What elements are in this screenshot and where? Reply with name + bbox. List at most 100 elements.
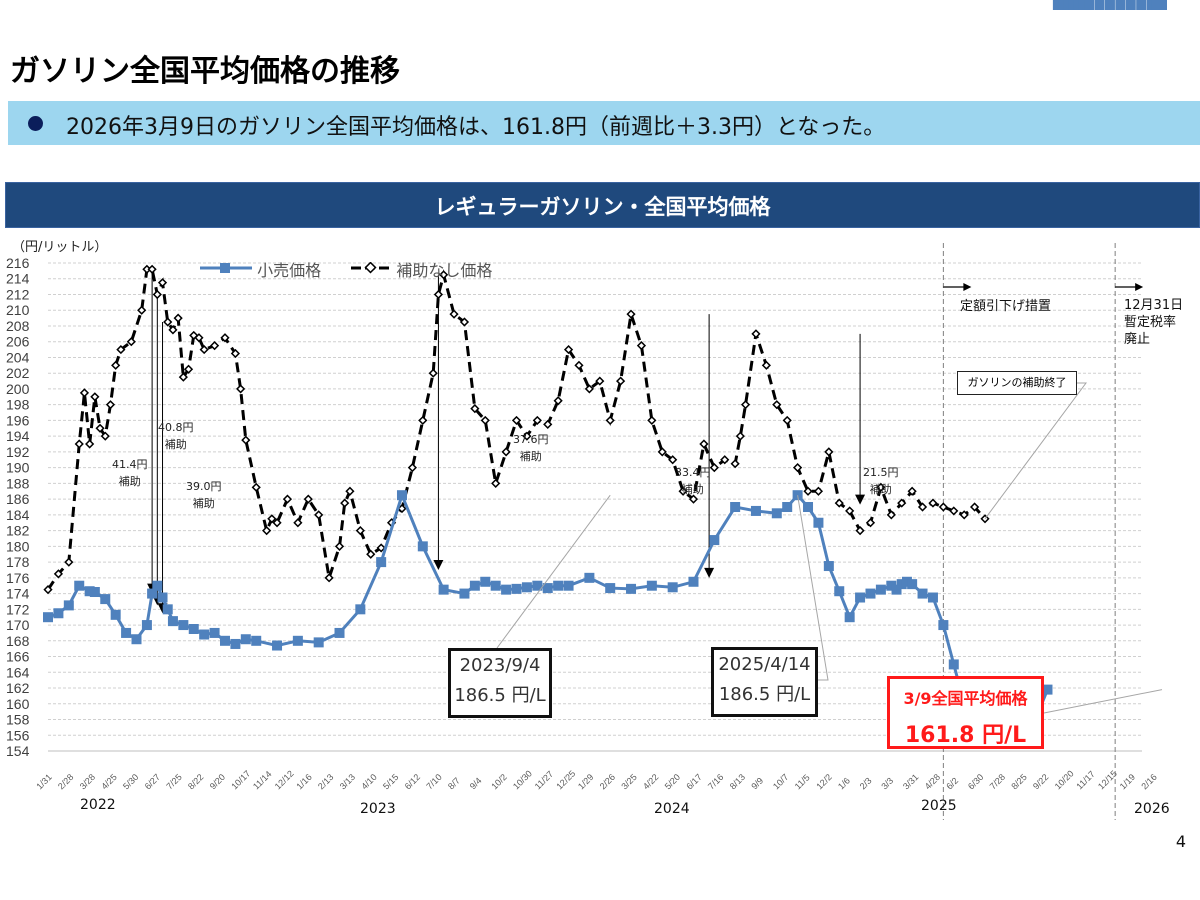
y-tick-label: 172 <box>6 601 30 617</box>
no-subsidy-point <box>865 518 876 528</box>
no-subsidy-point <box>314 510 324 520</box>
retail-point <box>667 582 678 593</box>
retail-point <box>886 580 897 591</box>
x-tick-label: 6/27 <box>143 772 162 791</box>
retail-point <box>230 638 241 649</box>
retail-point <box>334 627 345 638</box>
x-axis-ticks: 1/31 2/28 3/28 4/25 5/30 6/27 7/25 8/22 9/20 10/1… <box>34 768 1158 791</box>
x-tick-label: 2/3 <box>858 775 874 791</box>
no-subsidy-point <box>782 415 792 426</box>
x-tick-label: 1/6 <box>836 775 852 791</box>
no-subsidy-point <box>678 486 688 496</box>
chart-header: レギュラーガソリン・全国平均価格 <box>5 182 1200 228</box>
no-subsidy-point <box>178 372 188 382</box>
latest-price-value: 161.8 円/L <box>904 723 1027 748</box>
y-tick-label: 162 <box>6 680 30 696</box>
x-tick-label: 10/30 <box>511 768 534 791</box>
no-subsidy-point <box>152 289 162 300</box>
no-subsidy-point <box>433 289 444 300</box>
retail-point <box>1073 0 1084 10</box>
y-tick-label: 186 <box>6 491 30 507</box>
retail-point <box>891 584 902 595</box>
retail-point <box>865 588 876 599</box>
no-subsidy-point <box>735 431 745 441</box>
no-subsidy-point <box>876 482 886 492</box>
no-subsidy-point <box>53 569 64 579</box>
year-label-2025: 2025 <box>921 798 957 814</box>
x-tick-label: 5/30 <box>121 772 140 791</box>
y-tick-label: 202 <box>6 365 30 381</box>
no-subsidy-point <box>43 585 53 595</box>
y-tick-label: 176 <box>6 570 30 586</box>
retail-point <box>240 634 251 645</box>
retail-point <box>438 584 449 595</box>
x-tick-label: 4/10 <box>359 772 378 791</box>
retail-point <box>688 576 699 587</box>
retail-point <box>1146 0 1157 10</box>
no-subsidy-point <box>522 431 532 441</box>
summary-text: 2026年3月9日のガソリン全国平均価格は、161.8円（前週比＋3.3円）とな… <box>66 115 886 140</box>
x-tick-label: 8/25 <box>1009 772 1028 791</box>
y-tick-label: 174 <box>6 586 30 602</box>
callout-peak-2023: 2023/9/4 186.5 円/L <box>448 648 552 718</box>
no-subsidy-point <box>230 348 240 359</box>
y-tick-label: 208 <box>6 318 30 334</box>
x-tick-label: 12/2 <box>814 772 833 791</box>
retail-point <box>162 604 173 615</box>
callout-peak-2025-date: 2025/4/14 <box>718 654 811 675</box>
no-subsidy-point <box>251 482 261 492</box>
subsidy-label-5: 33.4円 補助 <box>675 466 711 496</box>
y-tick-label: 206 <box>6 334 30 350</box>
summary-banner: 2026年3月9日のガソリン全国平均価格は、161.8円（前週比＋3.3円）とな… <box>8 101 1200 145</box>
subsidy-label-1: 41.4円 補助 <box>112 458 148 488</box>
marker-arrowhead-icon <box>1135 283 1144 291</box>
y-tick-label: 164 <box>6 664 30 680</box>
no-subsidy-point <box>470 404 480 414</box>
x-tick-label: 5/20 <box>663 772 682 791</box>
no-subsidy-point <box>813 486 824 496</box>
y-tick-label: 196 <box>6 412 30 428</box>
retail-point <box>89 587 100 598</box>
no-subsidy-point <box>111 360 121 370</box>
retail-point <box>730 502 741 512</box>
no-subsidy-point <box>293 518 303 528</box>
no-subsidy-point <box>595 376 605 386</box>
retail-point <box>1104 0 1115 10</box>
measure-tax-abolition: 12月31日 暫定税率 廃止 <box>1124 298 1184 347</box>
y-tick-label: 194 <box>6 428 30 444</box>
x-tick-label: 1/16 <box>294 772 313 791</box>
x-tick-label: 8/7 <box>446 775 462 791</box>
retail-point <box>901 576 912 587</box>
x-tick-label: 10/7 <box>771 772 790 791</box>
x-tick-label: 7/10 <box>424 772 443 791</box>
retail-point <box>511 583 522 594</box>
no-subsidy-point <box>553 396 563 406</box>
retail-point <box>917 588 928 599</box>
y-tick-label: 170 <box>6 617 30 633</box>
retail-point <box>1078 0 1089 10</box>
retail-point <box>199 629 210 640</box>
chart-title: レギュラーガソリン・全国平均価格 <box>434 195 771 219</box>
no-subsidy-point <box>720 455 730 465</box>
retail-point <box>43 612 53 623</box>
retail-point <box>53 608 64 619</box>
retail-point <box>152 580 163 591</box>
retail-point <box>896 579 907 590</box>
x-tick-label: 11/14 <box>251 769 274 792</box>
no-subsidy-point <box>543 419 553 429</box>
no-subsidy-point <box>740 400 751 410</box>
retail-point <box>131 634 142 645</box>
legend-retail-label: 小売価格 <box>257 261 322 280</box>
year-label-2026: 2026 <box>1134 801 1170 817</box>
retail-point <box>147 588 158 599</box>
y-tick-label: 156 <box>6 727 30 743</box>
subsidy-arrowhead-icon <box>855 494 866 505</box>
no-subsidy-point <box>345 486 355 496</box>
no-subsidy-point <box>730 459 740 469</box>
no-subsidy-point <box>199 344 209 355</box>
retail-point <box>771 508 782 519</box>
no-subsidy-point <box>418 415 428 426</box>
no-subsidy-point <box>459 317 470 327</box>
no-subsidy-point <box>137 305 147 315</box>
subsidy-label-3: 39.0円 補助 <box>186 480 222 510</box>
